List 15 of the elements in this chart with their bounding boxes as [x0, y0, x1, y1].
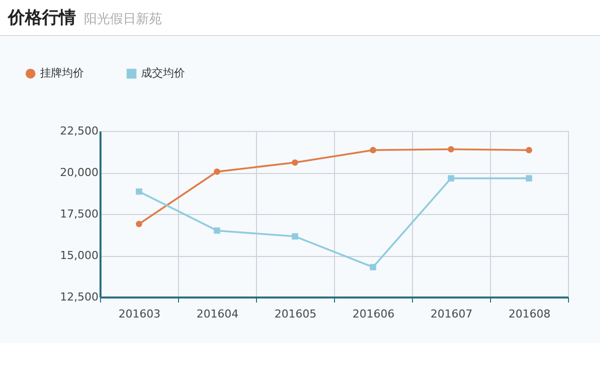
- legend-label: 成交均价: [141, 66, 185, 80]
- chart-subtitle: 阳光假日新苑: [84, 11, 162, 28]
- chart-title: 价格行情: [8, 7, 76, 30]
- x-tick-label: 201608: [508, 308, 550, 320]
- x-tick-label: 201606: [352, 308, 394, 320]
- y-tick-label: 12,500: [60, 290, 98, 304]
- x-tick-label: 201605: [274, 308, 316, 320]
- x-tick-label: 201604: [196, 308, 238, 320]
- y-tick-label: 15,000: [60, 249, 98, 262]
- y-tick-label: 20,000: [60, 166, 98, 179]
- y-tick-label: 22,500: [60, 124, 98, 138]
- y-tick-label: 17,500: [60, 208, 98, 220]
- legend-label: 挂牌均价: [40, 66, 84, 80]
- x-tick-label: 201607: [430, 308, 472, 320]
- x-tick-label: 201603: [118, 308, 160, 320]
